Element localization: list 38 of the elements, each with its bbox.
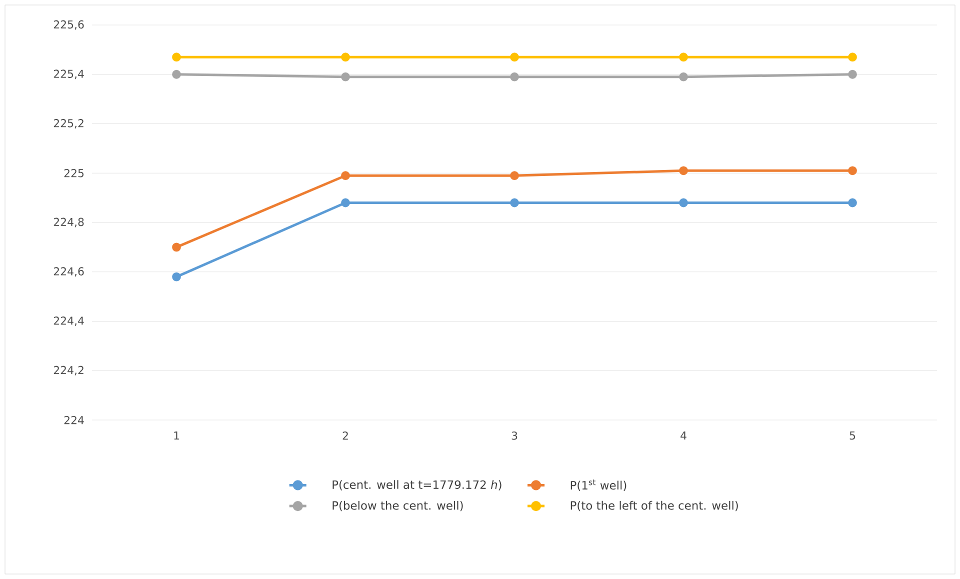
y-tick-label: 225,6 <box>54 20 84 30</box>
point <box>848 52 857 62</box>
point <box>510 52 519 62</box>
x-tick-label: 1 <box>174 432 179 440</box>
point <box>679 72 688 82</box>
y-tick-label: 224,4 <box>54 316 84 326</box>
point <box>679 52 688 62</box>
y-tick-label: 225,4 <box>54 70 84 80</box>
y-tick-label: 224,8 <box>54 218 84 228</box>
y-tick-label: 224,2 <box>54 366 84 376</box>
point <box>848 198 857 208</box>
legend-label: P(cent. well at t=1779.172 h) <box>332 480 502 490</box>
point <box>341 198 350 208</box>
x-tick-label: 5 <box>850 432 856 440</box>
point <box>172 272 181 282</box>
point <box>172 242 181 252</box>
x-tick-label: 2 <box>342 432 348 440</box>
point <box>172 70 181 79</box>
y-tick-label: 224,6 <box>54 267 84 277</box>
x-tick-label: 4 <box>680 432 686 440</box>
point <box>510 171 519 180</box>
point <box>848 70 857 79</box>
point <box>341 52 350 62</box>
y-tick-label: 224 <box>64 416 84 424</box>
point <box>848 166 857 176</box>
point <box>510 72 519 82</box>
point <box>341 171 350 180</box>
point <box>510 198 519 208</box>
point <box>172 52 181 62</box>
point <box>679 198 688 208</box>
y-tick-label: 225 <box>64 168 84 178</box>
y-tick-label: 225,2 <box>54 119 84 128</box>
legend-label: P(1$^{st}$ well) <box>570 479 626 491</box>
point <box>679 166 688 176</box>
x-tick-label: 3 <box>512 432 518 440</box>
point <box>341 72 350 82</box>
legend-label: P(below the cent. well) <box>332 500 463 512</box>
legend-label: P(to the left of the cent. well) <box>570 500 738 512</box>
